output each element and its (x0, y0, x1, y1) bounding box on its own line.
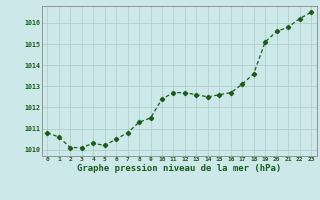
X-axis label: Graphe pression niveau de la mer (hPa): Graphe pression niveau de la mer (hPa) (77, 164, 281, 173)
